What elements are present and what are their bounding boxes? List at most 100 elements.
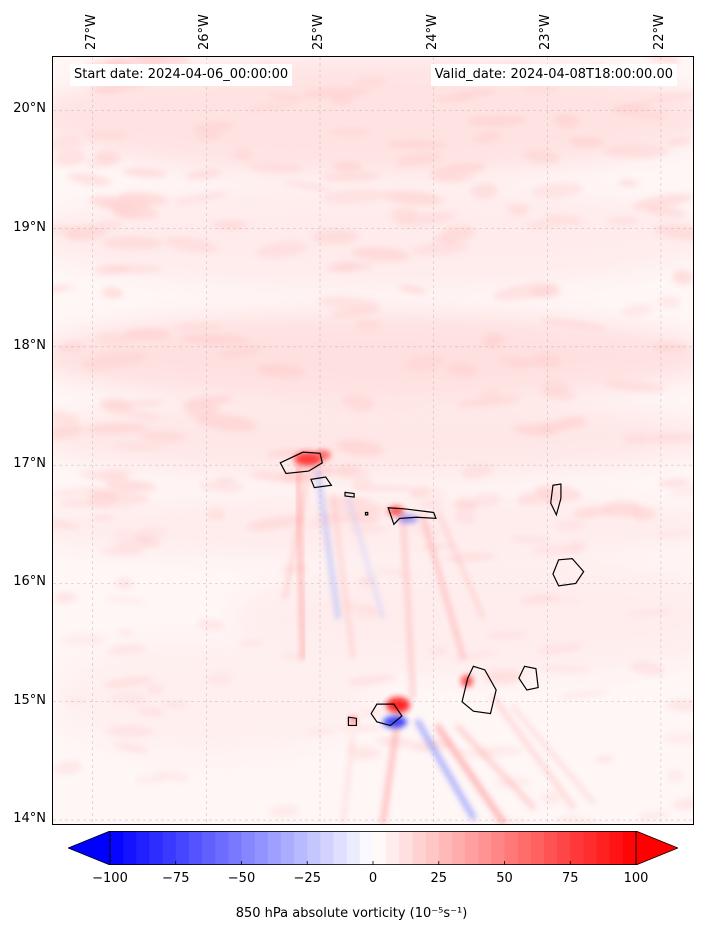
vorticity-patch [138,430,186,443]
island-coastline [344,491,355,498]
vorticity-patch [351,247,410,262]
vorticity-patch [418,499,444,508]
vorticity-patch [353,76,387,88]
vorticity-patch [335,263,374,272]
vorticity-patch [53,187,693,287]
vorticity-patch [249,471,306,482]
latitude-label: 20°N [13,101,46,117]
vorticity-patch [522,149,560,164]
wake-streak [283,475,310,599]
vorticity-patch [433,94,474,102]
longitude-label: 25°W [311,14,327,50]
latitude-label: 18°N [13,337,46,353]
vorticity-patch [172,191,230,205]
island-coastline [279,451,323,475]
vorticity-patch [312,229,359,245]
vorticity-patch [668,484,693,497]
vorticity-patch [164,236,218,253]
start-date-label: Start date: 2024-04-06_00:00:00 [70,64,293,86]
vorticity-patch [53,150,87,167]
vorticity-patch [473,493,502,507]
vorticity-patch [539,318,606,330]
colorbar-level [386,831,400,865]
vorticity-patch [85,157,113,169]
vorticity-patch [496,356,530,367]
vorticity-patch [336,439,384,457]
vorticity-patch [302,87,369,99]
vorticity-patch [102,468,134,479]
vorticity-patch [466,115,528,127]
colorbar-level [622,831,637,865]
vorticity-shading [53,57,693,824]
colorbar-level [241,831,256,865]
island-coastline [364,511,369,516]
vorticity-patch [659,478,691,488]
vorticity-patch [345,674,396,686]
vorticity-patch [317,296,380,311]
longitude-label: 24°W [424,14,440,50]
vorticity-patch [555,416,587,430]
colorbar-tick-label: 100 [623,871,649,886]
colorbar-level [333,831,348,865]
vorticity-patch [332,161,364,172]
colorbar-level [609,831,624,865]
vorticity-patch [90,514,114,522]
vorticity-patch [107,644,147,655]
vorticity-patch [531,182,584,199]
vorticity-patch [115,578,134,590]
vorticity-patch [440,225,475,242]
vorticity-patch [117,191,169,206]
vorticity-patch [545,214,584,225]
vorticity-patch [328,127,372,137]
colorbar-level [123,831,137,865]
vorticity-patch [542,664,591,673]
colorbar-level [570,831,584,865]
wake-streak [490,694,576,810]
wake-streak [415,719,476,820]
vorticity-patch [553,113,580,129]
colorbar-tick-label: 50 [496,871,513,886]
vorticity-patch [461,464,493,480]
colorbar-level [110,831,124,865]
vorticity-patch [322,189,388,204]
vorticity-patch [267,93,307,102]
vorticity-patch [572,505,613,518]
vorticity-patch [60,633,107,647]
vorticity-patch [355,320,381,329]
vorticity-patch [198,480,245,493]
vorticity-patch [656,529,693,539]
vorticity-patch [376,567,410,577]
colorbar-level [478,831,492,865]
colorbar-level [162,831,177,865]
vorticity-patch [212,221,248,230]
wake-streak [295,464,306,660]
map-panel [52,56,694,825]
vorticity-patch [472,131,503,144]
vorticity-patch [184,169,223,180]
vorticity-patch [112,530,133,539]
colorbar-level [254,831,269,865]
vorticity-patch [662,732,693,744]
vorticity-patch [536,422,563,433]
colorbar [66,830,680,866]
vorticity-patch [412,241,469,256]
vorticity-patch [353,608,383,620]
vorticity-patch [216,345,262,359]
vorticity-patch [122,168,168,178]
colorbar-level [399,831,414,865]
vorticity-patch [647,91,693,102]
colorbar-level [307,831,321,865]
vorticity-patch [53,424,84,439]
vorticity-patch [510,536,552,544]
vorticity-patch [428,162,486,178]
colorbar-level [543,831,558,865]
vorticity-patch [556,815,602,824]
colorbar-level [188,831,203,865]
island-coastline [550,483,562,517]
vorticity-patch [631,193,693,210]
vorticity-patch [124,328,171,340]
vorticity-patch [386,139,447,149]
vorticity-patch [559,690,608,699]
latitude-label: 14°N [13,811,46,827]
wake-streak [511,705,595,804]
